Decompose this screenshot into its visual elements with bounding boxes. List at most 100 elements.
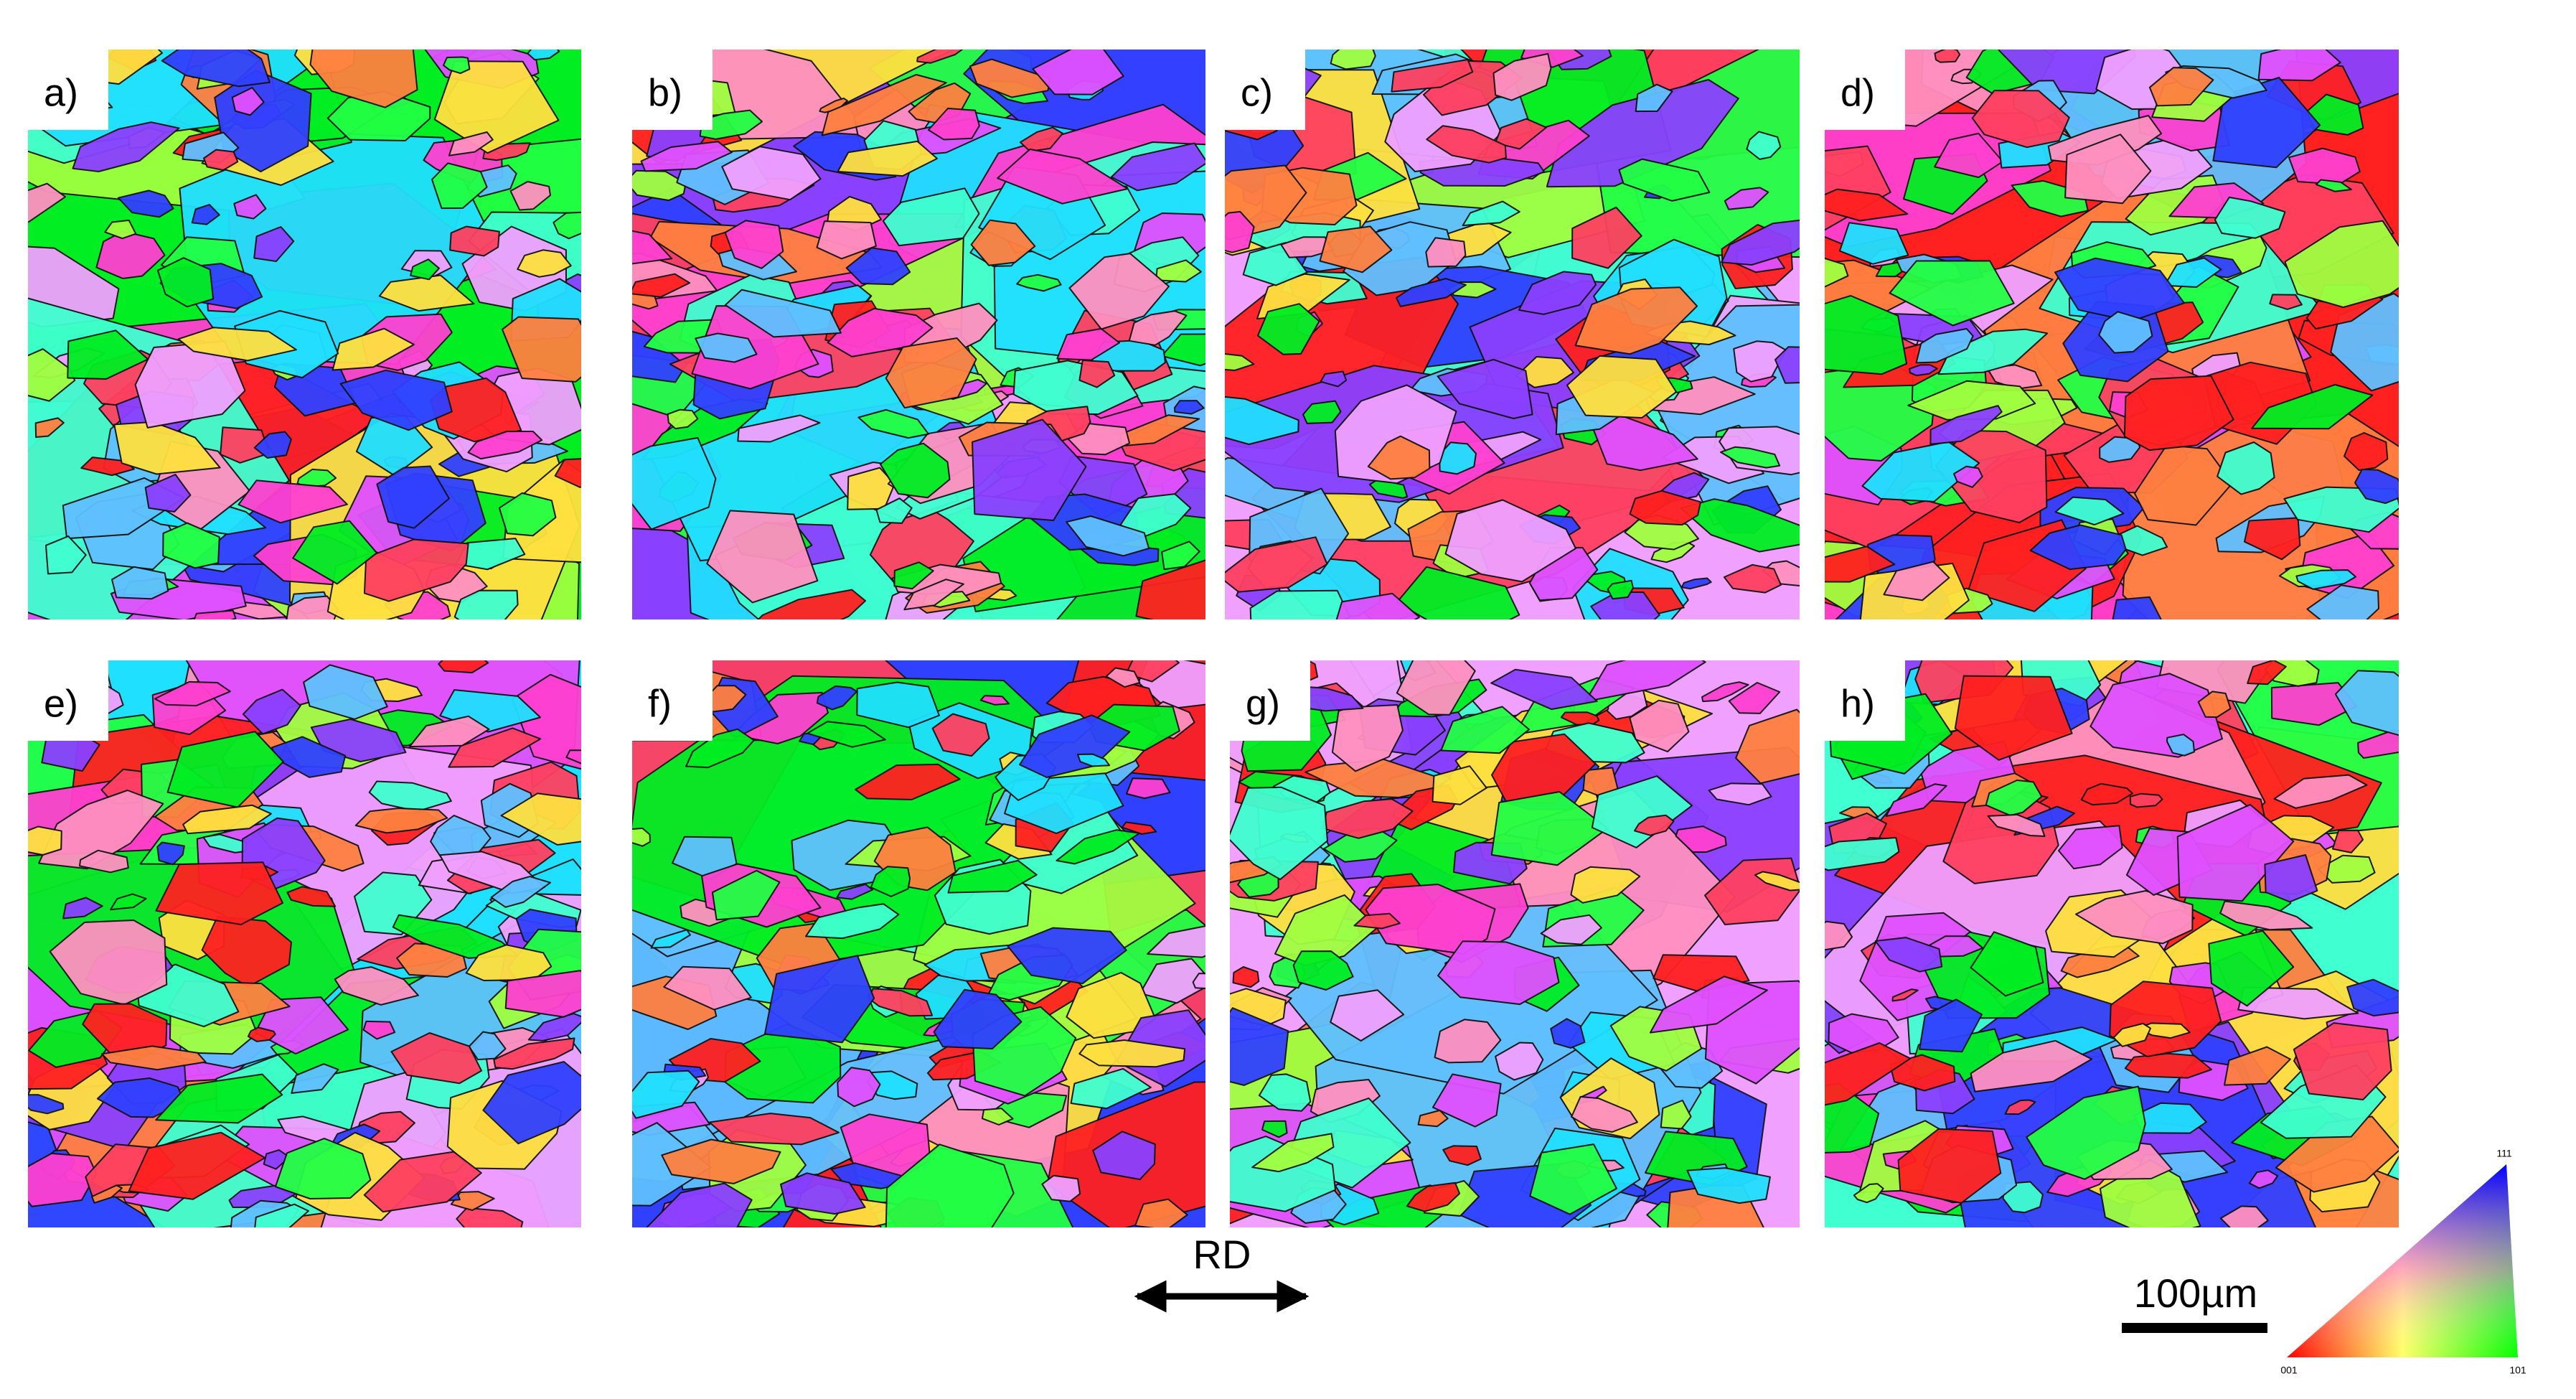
grain — [2197, 691, 2232, 719]
grain — [274, 1138, 372, 1199]
grain — [879, 442, 951, 499]
grain — [970, 219, 1036, 266]
grain — [156, 257, 215, 308]
grain — [632, 230, 673, 265]
ebsd-map — [28, 660, 581, 1227]
grain — [354, 808, 448, 834]
grain — [1110, 142, 1205, 192]
panel-label-box — [28, 50, 108, 130]
grain — [166, 731, 284, 808]
grain — [1838, 222, 1909, 265]
grain — [2163, 257, 2222, 288]
grain — [645, 1182, 753, 1227]
grain — [1934, 132, 2004, 179]
grain — [1675, 825, 1727, 853]
grain — [392, 914, 519, 959]
grain — [554, 458, 581, 488]
grain — [836, 884, 873, 900]
grain — [1437, 940, 1560, 1006]
grain — [2269, 294, 2303, 310]
grain — [2284, 220, 2399, 309]
ebsd-map — [632, 660, 1205, 1227]
grain — [448, 131, 494, 156]
grain — [1396, 278, 1467, 307]
grain — [1891, 988, 1919, 1002]
grain — [1041, 1174, 1081, 1202]
grain — [1261, 1120, 1288, 1138]
grain — [855, 763, 961, 800]
grain — [490, 876, 551, 908]
grain — [1493, 52, 1552, 101]
grain — [1635, 83, 1673, 113]
grain — [1032, 50, 1124, 95]
grain — [1068, 253, 1170, 330]
grain — [220, 426, 271, 464]
grain — [1225, 396, 1299, 445]
grain — [231, 87, 265, 116]
grain — [1762, 560, 1800, 586]
grain — [1746, 131, 1782, 160]
ipf-label: 101 — [2509, 1365, 2526, 1376]
grain — [632, 273, 691, 298]
grain — [1591, 775, 1693, 848]
panel-label-box — [1825, 660, 1905, 741]
grain — [1365, 884, 1496, 955]
grain — [2248, 1169, 2279, 1189]
grain — [410, 258, 440, 281]
panel-label: e) — [44, 682, 78, 725]
grain — [95, 230, 166, 279]
grain — [1701, 681, 1749, 703]
grain — [1724, 187, 1769, 210]
grain — [1825, 257, 1849, 288]
grain — [927, 108, 980, 141]
grain — [1721, 219, 1800, 266]
grain — [498, 492, 557, 537]
grain — [1056, 829, 1140, 865]
grain — [2212, 77, 2321, 169]
grain — [1251, 1133, 1335, 1173]
grain — [1192, 973, 1205, 989]
grain — [1249, 589, 1351, 619]
grain — [161, 50, 271, 88]
grain — [1934, 50, 1961, 63]
grain — [1629, 699, 1690, 753]
grain — [79, 849, 129, 874]
grain — [233, 194, 267, 220]
grain — [376, 465, 450, 529]
grain — [711, 869, 781, 921]
grain — [1907, 380, 2036, 421]
grain — [2217, 441, 2275, 495]
grain — [2264, 854, 2318, 903]
grain — [517, 249, 572, 278]
ebsd-map — [1825, 50, 2399, 619]
grain — [193, 609, 237, 619]
grain — [2208, 930, 2295, 1007]
grain — [1520, 50, 1584, 68]
grain — [1426, 125, 1507, 164]
grain — [2247, 660, 2287, 686]
grain — [2129, 792, 2163, 808]
grain — [482, 1061, 581, 1145]
grain — [1432, 1073, 1502, 1128]
grain — [2354, 468, 2399, 505]
grain — [1440, 706, 1530, 754]
grain — [2344, 432, 2389, 471]
grain — [2090, 673, 2223, 758]
grain — [1550, 1018, 1586, 1049]
grain — [1825, 295, 1908, 375]
grain — [1230, 1007, 1289, 1086]
grain — [1232, 966, 1260, 988]
grain — [816, 685, 857, 711]
grain — [263, 1149, 291, 1170]
grain — [96, 1077, 185, 1118]
grain — [309, 50, 418, 108]
grain — [433, 60, 560, 154]
grain — [1302, 400, 1342, 424]
grain — [2026, 1085, 2146, 1180]
grain — [837, 1067, 881, 1108]
grain — [1929, 405, 2003, 445]
panel-label: f) — [648, 682, 672, 725]
grain — [117, 190, 174, 218]
grain — [390, 1032, 482, 1085]
grain — [500, 792, 581, 846]
